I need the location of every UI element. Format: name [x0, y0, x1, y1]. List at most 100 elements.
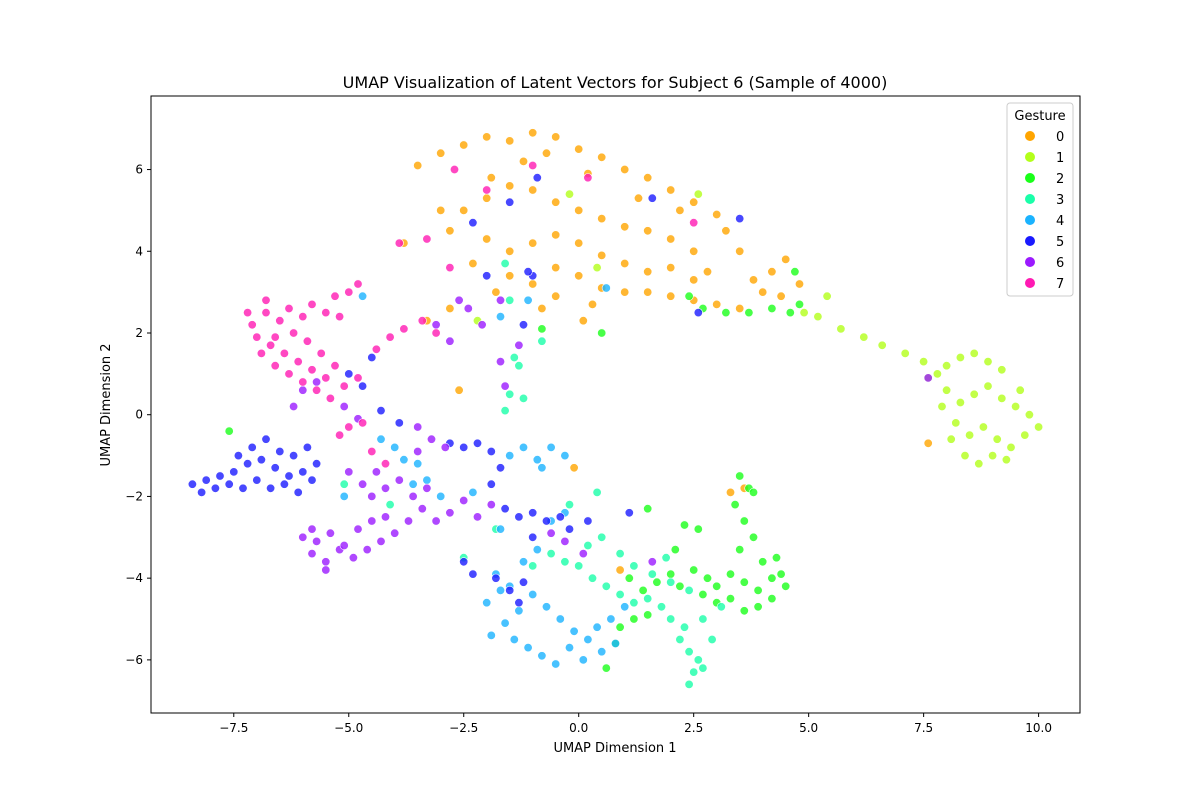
legend-label: 6 — [1056, 256, 1064, 271]
data-point — [693, 524, 703, 534]
data-point — [537, 651, 547, 661]
data-point — [422, 483, 432, 493]
data-point — [799, 308, 809, 318]
data-point — [482, 193, 492, 203]
x-axis: −7.5 −5.0 −2.5 0.0 2.5 5.0 7.5 10.0 — [219, 713, 1052, 735]
data-point — [532, 545, 542, 555]
data-point — [822, 291, 832, 301]
y-tick-label: −2 — [125, 489, 143, 503]
data-point — [753, 585, 763, 595]
data-point — [859, 332, 869, 342]
data-point — [666, 185, 676, 195]
data-point — [597, 152, 607, 162]
data-point — [505, 389, 515, 399]
data-point — [330, 361, 340, 371]
data-point — [643, 267, 653, 277]
data-point — [335, 312, 345, 322]
legend-label: 5 — [1056, 235, 1064, 250]
data-point — [555, 512, 565, 522]
data-point — [298, 467, 308, 477]
series-2-points — [224, 267, 804, 673]
data-point — [224, 426, 234, 436]
data-point — [468, 487, 478, 497]
data-point — [358, 418, 368, 428]
data-point — [431, 516, 441, 526]
data-point — [679, 622, 689, 632]
data-point — [919, 357, 929, 367]
data-point — [794, 299, 804, 309]
data-point — [298, 532, 308, 542]
data-point — [335, 430, 345, 440]
data-point — [758, 287, 768, 297]
data-point — [675, 634, 685, 644]
data-point — [744, 308, 754, 318]
data-point — [325, 528, 335, 538]
data-point — [629, 598, 639, 608]
data-point — [486, 630, 496, 640]
data-point — [666, 569, 676, 579]
data-point — [380, 512, 390, 522]
data-point — [932, 369, 942, 379]
data-point — [615, 549, 625, 559]
data-point — [647, 193, 657, 203]
x-axis-label: UMAP Dimension 1 — [553, 741, 676, 756]
legend-marker — [1025, 173, 1035, 183]
data-point — [445, 508, 455, 518]
data-point — [252, 475, 262, 485]
data-point — [353, 279, 363, 289]
data-point — [551, 659, 561, 669]
data-point — [472, 438, 482, 448]
data-point — [445, 336, 455, 346]
data-point — [767, 267, 777, 277]
data-point — [574, 271, 584, 281]
data-point — [482, 185, 492, 195]
data-point — [468, 569, 478, 579]
data-point — [937, 401, 947, 411]
data-point — [689, 667, 699, 677]
data-point — [969, 389, 979, 399]
data-point — [735, 303, 745, 313]
data-point — [748, 487, 758, 497]
data-point — [399, 455, 409, 465]
data-point — [500, 504, 510, 514]
data-point — [307, 549, 317, 559]
data-point — [1011, 401, 1021, 411]
data-point — [358, 291, 368, 301]
data-point — [518, 442, 528, 452]
data-point — [689, 275, 699, 285]
data-point — [293, 487, 303, 497]
data-point — [367, 352, 377, 362]
data-point — [247, 320, 257, 330]
data-point — [647, 569, 657, 579]
data-point — [735, 545, 745, 555]
data-point — [477, 320, 487, 330]
data-point — [201, 475, 211, 485]
data-point — [321, 557, 331, 567]
data-point — [946, 434, 956, 444]
data-point — [689, 218, 699, 228]
legend-label: 1 — [1056, 151, 1064, 166]
series-3-points — [339, 258, 726, 689]
data-point — [321, 373, 331, 383]
data-point — [564, 524, 574, 534]
data-point — [243, 459, 253, 469]
data-point — [436, 491, 446, 501]
data-point — [261, 434, 271, 444]
data-point — [592, 622, 602, 632]
data-point — [767, 303, 777, 313]
data-point — [675, 205, 685, 215]
data-point — [518, 156, 528, 166]
data-point — [955, 352, 965, 362]
data-point — [721, 226, 731, 236]
data-point — [408, 491, 418, 501]
data-point — [643, 287, 653, 297]
data-point — [689, 246, 699, 256]
data-point — [312, 377, 322, 387]
data-point — [422, 234, 432, 244]
data-point — [495, 357, 505, 367]
data-point — [275, 446, 285, 456]
data-point — [312, 459, 322, 469]
data-point — [445, 226, 455, 236]
series-6-points — [289, 295, 933, 575]
data-point — [739, 606, 749, 616]
